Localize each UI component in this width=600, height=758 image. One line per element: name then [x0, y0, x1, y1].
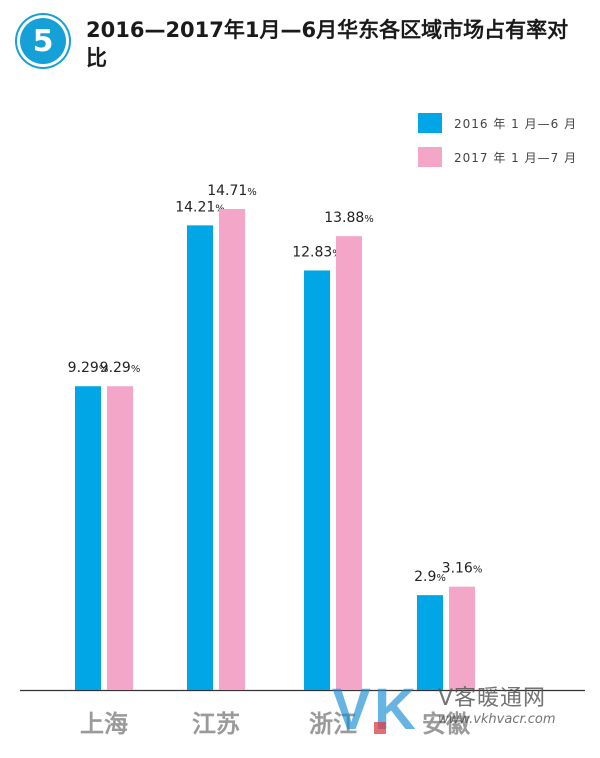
watermark-logo-v: V	[332, 677, 371, 742]
data-label-2016-1: 14.21%	[175, 199, 225, 215]
data-label-2017-2: 13.88%	[324, 210, 374, 226]
bar-2017-0	[107, 386, 133, 690]
data-label-2017-1: 14.71%	[207, 183, 257, 199]
bar-2017-2	[336, 236, 362, 690]
legend-swatch-2016	[418, 113, 442, 133]
data-label-2016-0: 9.29%	[68, 360, 109, 376]
chart-title: 2016—2017年1月—6月华东各区域市场占有率对比	[86, 18, 569, 70]
watermark-logo-dot	[374, 722, 386, 734]
legend-swatch-2017	[418, 147, 442, 167]
legend-item-2017: 2017 年 1 月—7 月	[418, 144, 577, 170]
section-number-badge: 5	[20, 18, 66, 64]
legend-label-2016: 2016 年 1 月—6 月	[454, 116, 578, 131]
bar-2016-2	[304, 270, 330, 690]
data-label-2017-3: 3.16%	[442, 561, 483, 577]
chart-header: 5 2016—2017年1月—6月华东各区域市场占有率对比	[20, 14, 590, 74]
watermark-url: www.vkhvacr.com	[438, 712, 556, 727]
data-label-2016-3: 2.9%	[414, 569, 446, 585]
bar-2016-1	[187, 225, 213, 690]
legend-label-2017: 2017 年 1 月—7 月	[454, 150, 578, 165]
data-label-2017-0: 9.29%	[100, 360, 141, 376]
bar-2017-1	[219, 209, 245, 690]
data-label-2016-2: 12.83%	[292, 244, 342, 260]
bar-2016-3	[417, 595, 443, 690]
category-label-1: 江苏	[192, 710, 240, 738]
category-label-2: 浙江	[309, 710, 357, 738]
legend: 2016 年 1 月—6 月 2017 年 1 月—7 月	[418, 110, 577, 178]
category-label-3: 安徽	[422, 710, 471, 738]
legend-item-2016: 2016 年 1 月—6 月	[418, 110, 577, 136]
bar-2017-3	[449, 586, 475, 690]
watermark-site-name: V客暖通网	[438, 686, 547, 711]
bar-2016-0	[75, 386, 101, 690]
category-label-0: 上海	[80, 710, 128, 738]
